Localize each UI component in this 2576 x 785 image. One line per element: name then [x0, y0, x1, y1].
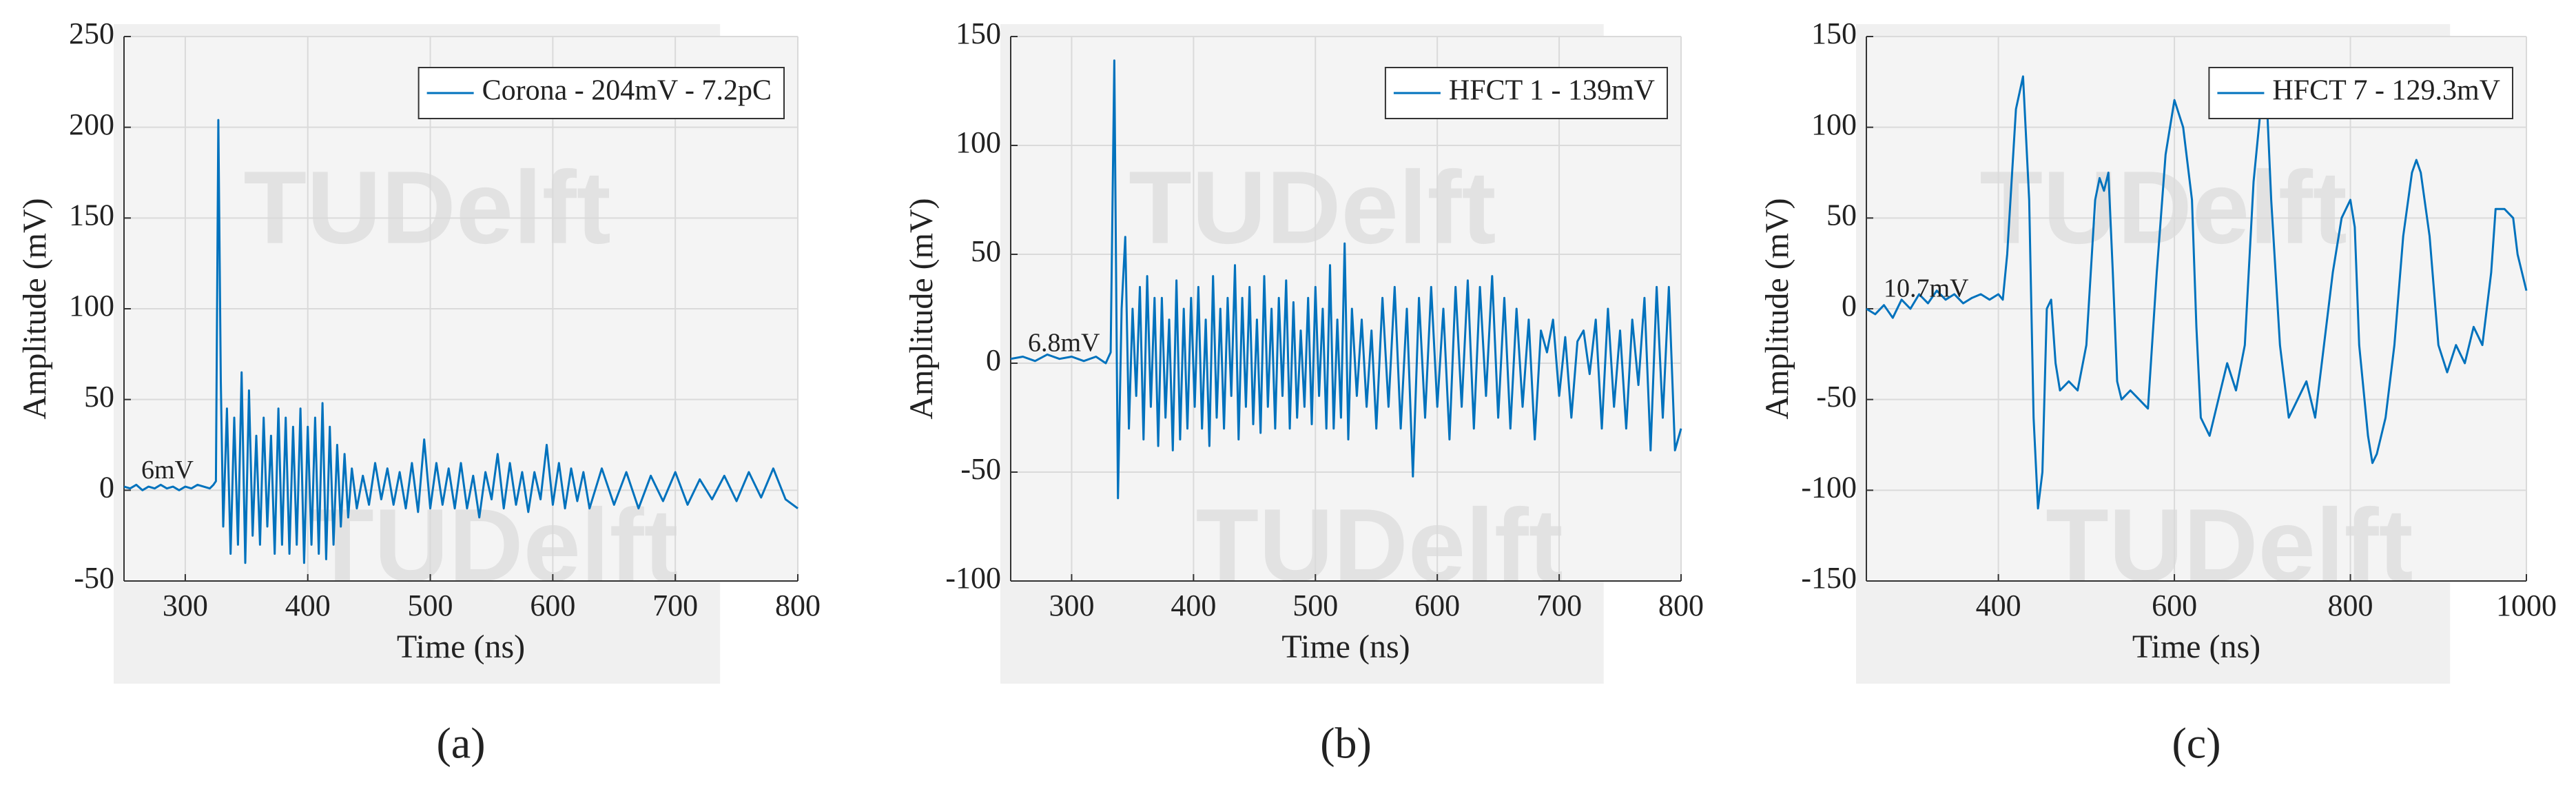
x-tick-label: 400 [1171, 589, 1216, 622]
y-tick-label: 150 [69, 198, 114, 232]
series-line [1866, 75, 2528, 510]
y-tick-label: 50 [1826, 198, 1857, 232]
x-tick-label: 700 [652, 589, 698, 622]
y-tick-label: 100 [69, 289, 114, 323]
x-tick-label: 300 [1049, 589, 1094, 622]
series-line [1010, 59, 1682, 500]
y-axis-label: Amplitude (mV) [903, 198, 940, 419]
caption: (a) [436, 719, 485, 768]
x-tick-label: 600 [1414, 589, 1460, 622]
legend-label: HFCT 7 - 129.3mV [2272, 75, 2500, 107]
x-axis-label: Time (ns) [397, 629, 525, 665]
y-axis-label: Amplitude (mV) [17, 198, 53, 419]
x-tick-label: 1000 [2496, 589, 2557, 622]
panel: TUDelft TUDelft -100 -50 0 50 100 150 300 400 500 6… [903, 17, 1704, 768]
y-tick-label: -50 [1816, 380, 1857, 414]
x-tick-label: 400 [1976, 589, 2021, 622]
y-tick-label: 150 [1811, 17, 1857, 50]
legend-label: HFCT 1 - 139mV [1449, 75, 1655, 107]
y-axis-label: Amplitude (mV) [1759, 198, 1795, 419]
y-tick-label: 50 [971, 234, 1001, 268]
watermark: TUDelft [243, 150, 610, 265]
legend: HFCT 1 - 139mV [1384, 67, 1668, 119]
watermark: TUDelft [2046, 487, 2413, 603]
legend-label: Corona - 204mV - 7.2pC [482, 75, 772, 107]
watermark: TUDelft [1196, 487, 1563, 603]
y-tick-label: -100 [1801, 470, 1857, 504]
x-axis-label: Time (ns) [2132, 629, 2260, 665]
series-line [123, 119, 798, 564]
y-tick-label: 250 [69, 17, 114, 50]
y-tick-label: -50 [960, 452, 1001, 486]
x-tick-label: 300 [163, 589, 208, 622]
y-tick-label: 100 [956, 125, 1001, 159]
x-tick-label: 600 [2152, 589, 2197, 622]
y-tick-label: 150 [956, 17, 1001, 50]
watermark: TUDelft [1129, 150, 1496, 265]
caption: (c) [2172, 719, 2220, 768]
x-tick-label: 600 [530, 589, 575, 622]
legend: Corona - 204mV - 7.2pC [418, 67, 785, 119]
x-tick-label: 500 [408, 589, 453, 622]
x-tick-label: 800 [2328, 589, 2373, 622]
y-tick-label: 100 [1811, 108, 1857, 141]
watermark: TUDelft [311, 487, 678, 603]
y-tick-label: 0 [1842, 289, 1857, 323]
y-tick-label: 50 [84, 380, 114, 414]
x-tick-label: 500 [1292, 589, 1338, 622]
x-tick-label: 800 [775, 589, 821, 622]
annotation: 10.7mV [1884, 274, 1969, 303]
annotation: 6.8mV [1028, 329, 1100, 358]
legend-box [418, 67, 785, 119]
y-tick-label: -50 [74, 561, 114, 595]
x-tick-label: 700 [1536, 589, 1582, 622]
y-tick-label: -150 [1801, 561, 1857, 595]
y-tick-label: 0 [99, 470, 114, 504]
x-tick-label: 400 [285, 589, 331, 622]
panel: TUDelft TUDelft -150 -100 -50 0 50 100 150 400 600… [1759, 17, 2557, 768]
panel: TUDelft TUDelft -50 0 50 100 150 200 250 300 400 50… [17, 17, 821, 768]
y-tick-label: 0 [986, 343, 1001, 377]
y-tick-label: -100 [945, 561, 1001, 595]
legend: HFCT 7 - 129.3mV [2208, 67, 2513, 119]
y-tick-label: 200 [69, 108, 114, 141]
x-tick-label: 800 [1658, 589, 1704, 622]
x-axis-label: Time (ns) [1281, 629, 1410, 665]
watermark: TUDelft [1979, 150, 2347, 265]
caption: (b) [1320, 719, 1372, 768]
annotation: 6mV [141, 456, 194, 485]
